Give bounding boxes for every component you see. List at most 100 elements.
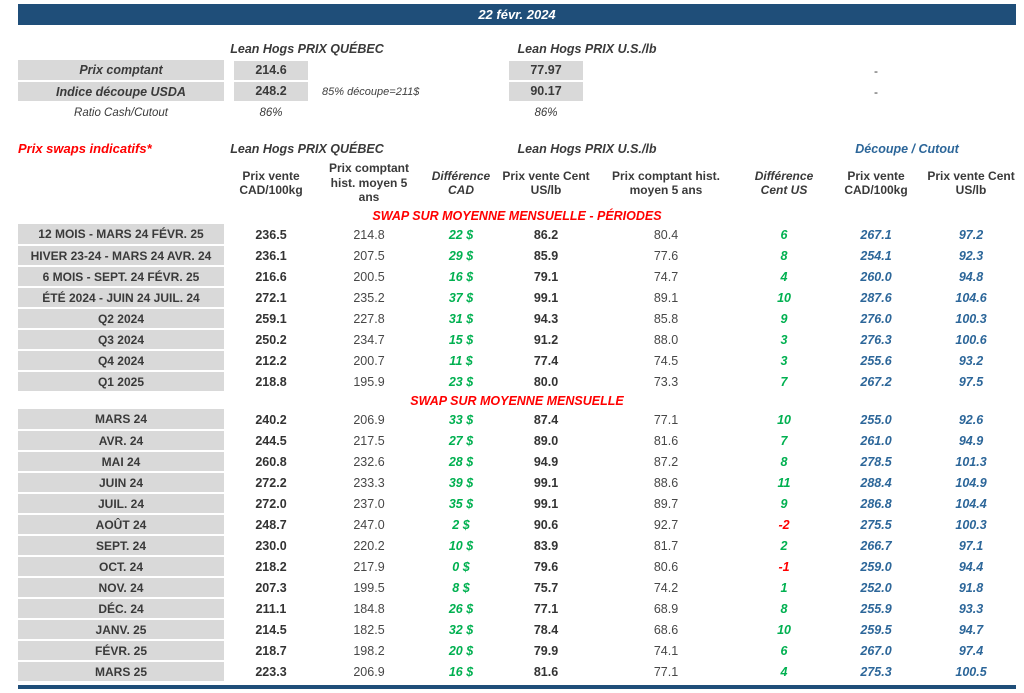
- us-hist-cell: 77.1: [653, 664, 679, 679]
- table-row: NOV. 24 207.3 199.5 8 $ 75.7 74.2 1 252.…: [18, 577, 1016, 599]
- us-hist-cell: 89.1: [653, 290, 679, 305]
- us-ratio-value: 86%: [534, 106, 558, 119]
- row-label: 6 MOIS - SEPT. 24 FÉVR. 25: [18, 266, 224, 288]
- us-sell-cell: 99.1: [533, 475, 559, 490]
- diff-us-cell: 6: [780, 227, 788, 242]
- diff-cad-cell: 29 $: [448, 248, 474, 263]
- cad-sell-cell: 212.2: [255, 353, 287, 368]
- spot-price-table: Lean Hogs PRIX QUÉBEC Lean Hogs PRIX U.S…: [18, 38, 1016, 123]
- diff-cad-cell: 35 $: [448, 496, 474, 511]
- table-row: 12 MOIS - MARS 24 FÉVR. 25 236.5 214.8 2…: [18, 224, 1016, 246]
- row-label: Q1 2025: [18, 371, 224, 393]
- cad-sell-cell: 236.1: [255, 248, 287, 263]
- periods-rows: 12 MOIS - MARS 24 FÉVR. 25 236.5 214.8 2…: [18, 224, 1016, 393]
- us-hist-cell: 92.7: [653, 517, 679, 532]
- cad-sell-cell: 230.0: [255, 538, 287, 553]
- us-sell-cell: 86.2: [533, 227, 559, 242]
- spacer-cell: [18, 38, 224, 60]
- cutout-us-cell: 100.6: [955, 332, 987, 347]
- us-hist-cell: 68.6: [653, 622, 679, 637]
- bottom-divider-bar: [18, 685, 1016, 689]
- cutout-cad-cell: 255.6: [860, 353, 892, 368]
- cad-hist-cell: 232.6: [353, 454, 385, 469]
- diff-us-cell: 10: [777, 412, 791, 427]
- diff-cad-cell: 2 $: [452, 517, 470, 532]
- row-label: JANV. 25: [18, 619, 224, 641]
- monthly-rows: MARS 24 240.2 206.9 33 $ 87.4 77.1 10 25…: [18, 409, 1016, 683]
- table-row: 6 MOIS - SEPT. 24 FÉVR. 25 216.6 200.5 1…: [18, 266, 1016, 288]
- us-group-header: Lean Hogs PRIX U.S./lb: [517, 141, 657, 156]
- row-label: Prix comptant: [18, 60, 224, 82]
- col-header-cut-cad: Prix vente CAD/100kg: [844, 168, 908, 197]
- spacer-cell: [420, 138, 502, 159]
- cad-sell-cell: 260.8: [255, 454, 287, 469]
- row-label: Q2 2024: [18, 308, 224, 330]
- cad-hist-cell: 199.5: [353, 580, 385, 595]
- cad-hist-cell: 217.5: [353, 433, 385, 448]
- cutout-cad-cell: 255.9: [860, 601, 892, 616]
- us-hist-cell: 68.9: [653, 601, 679, 616]
- cad-sell-cell: 272.0: [255, 496, 287, 511]
- cutout-cad-cell: 275.5: [860, 517, 892, 532]
- us-sell-cell: 99.1: [533, 290, 559, 305]
- table-row: MARS 25 223.3 206.9 16 $ 81.6 77.1 4 275…: [18, 661, 1016, 683]
- us-sell-cell: 87.4: [533, 412, 559, 427]
- diff-cad-cell: 16 $: [448, 269, 474, 284]
- diff-cad-cell: 27 $: [448, 433, 474, 448]
- cutout-us-cell: 94.8: [958, 269, 984, 284]
- cutout-us-cell: 92.6: [958, 412, 984, 427]
- table-row: MAI 24 260.8 232.6 28 $ 94.9 87.2 8 278.…: [18, 451, 1016, 473]
- col-header-diff-us: Différence Cent US: [754, 168, 814, 197]
- diff-cad-cell: 15 $: [448, 332, 474, 347]
- cad-hist-cell: 227.8: [353, 311, 385, 326]
- us-hist-cell: 77.6: [653, 248, 679, 263]
- cutout-us-cell: 93.3: [958, 601, 984, 616]
- cutout-cad-cell: 254.1: [860, 248, 892, 263]
- us-sell-cell: 78.4: [533, 622, 559, 637]
- spacer-cell: [742, 38, 826, 60]
- spacer-cell: [420, 38, 502, 60]
- us-sell-cell: 99.1: [533, 496, 559, 511]
- diff-cad-cell: 32 $: [448, 622, 474, 637]
- cutout-cad-cell: 286.8: [860, 496, 892, 511]
- report-date: 22 févr. 2024: [478, 7, 556, 22]
- cutout-cad-cell: 259.5: [860, 622, 892, 637]
- cutout-us-cell: 91.8: [958, 580, 984, 595]
- diff-us-cell: 1: [780, 580, 788, 595]
- row-label: SEPT. 24: [18, 535, 224, 557]
- date-bar: 22 févr. 2024: [18, 4, 1016, 25]
- us-hist-cell: 77.1: [653, 412, 679, 427]
- cad-hist-cell: 214.8: [353, 227, 385, 242]
- cutout-cad-cell: 287.6: [860, 290, 892, 305]
- us-index-cell: 90.17: [502, 81, 590, 102]
- row-label: MAI 24: [18, 451, 224, 473]
- row-label: MARS 24: [18, 409, 224, 431]
- table-row: HIVER 23-24 - MARS 24 AVR. 24 236.1 207.…: [18, 245, 1016, 267]
- row-label: MARS 25: [18, 661, 224, 683]
- spacer-cell: [926, 81, 1016, 102]
- diff-us-cell: 7: [780, 433, 788, 448]
- cutout-us-cell: 93.2: [958, 353, 984, 368]
- spacer-cell: [926, 60, 1016, 81]
- cutout-us-cell: 104.6: [955, 290, 987, 305]
- col-header-us-hist: Prix comptant hist. moyen 5 ans: [611, 168, 721, 197]
- diff-cad-cell: 37 $: [448, 290, 474, 305]
- us-hist-cell: 87.2: [653, 454, 679, 469]
- us-hist-cell: 80.6: [653, 559, 679, 574]
- row-label: ÉTÉ 2024 - JUIN 24 JUIL. 24: [18, 287, 224, 309]
- cad-sell-cell: 259.1: [255, 311, 287, 326]
- row-label: FÉVR. 25: [18, 640, 224, 662]
- cad-sell-cell: 272.2: [255, 475, 287, 490]
- diff-us-cell: -1: [778, 559, 790, 574]
- diff-us-cell: 10: [777, 290, 791, 305]
- row-label: Ratio Cash/Cutout: [74, 107, 168, 119]
- cad-hist-cell: 233.3: [353, 475, 385, 490]
- us-sell-cell: 94.9: [533, 454, 559, 469]
- dash-cell: -: [874, 63, 879, 78]
- table-row: JANV. 25 214.5 182.5 32 $ 78.4 68.6 10 2…: [18, 619, 1016, 641]
- us-hist-cell: 80.4: [653, 227, 679, 242]
- cutout-cad-cell: 276.3: [860, 332, 892, 347]
- cad-hist-cell: 198.2: [353, 643, 385, 658]
- col-header-cad-sell: Prix vente CAD/100kg: [239, 168, 303, 197]
